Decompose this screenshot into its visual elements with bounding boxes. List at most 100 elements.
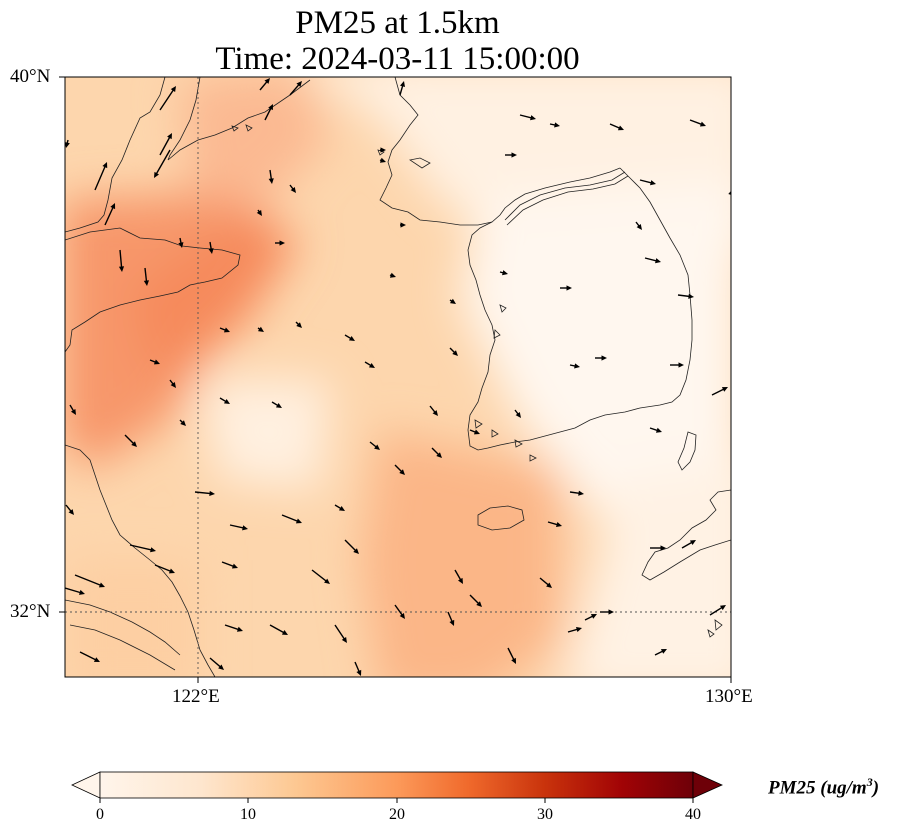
wind-vector-head-29 xyxy=(728,191,731,195)
wind-vector-64 xyxy=(344,539,358,553)
colorbar-tick-20: 20 xyxy=(389,806,405,823)
wind-vector-7 xyxy=(159,135,172,156)
wind-vector-head-6 xyxy=(110,203,116,210)
wind-vector-85 xyxy=(79,651,98,662)
wind-vector-head-83 xyxy=(281,630,288,635)
wind-vector-head-64 xyxy=(353,548,359,554)
wind-vector-head-9 xyxy=(268,178,274,184)
wind-vector-head-34 xyxy=(502,270,508,276)
wind-vector-79 xyxy=(709,605,724,616)
wind-vector-head-53 xyxy=(655,427,662,433)
wind-vector-head-79 xyxy=(719,605,726,611)
bohai-southern-coast xyxy=(65,227,241,353)
wind-vector-head-73 xyxy=(476,601,482,607)
wind-vector-head-7 xyxy=(167,133,172,140)
wind-vector-82 xyxy=(224,624,241,631)
wind-vector-11 xyxy=(119,249,123,270)
wind-vector-83 xyxy=(269,624,286,635)
wind-vector-head-40 xyxy=(153,359,160,365)
wind-vector-head-90 xyxy=(68,509,74,515)
wind-vector-head-68 xyxy=(324,578,330,584)
wind-vector-head-3 xyxy=(399,81,405,88)
coastlines xyxy=(65,77,731,677)
wind-vector-head-45 xyxy=(223,398,230,404)
wind-vector-head-85 xyxy=(93,657,100,662)
colorbar-tick-30: 30 xyxy=(537,806,553,823)
korea-west-islands xyxy=(474,304,723,638)
wind-vector-head-13 xyxy=(178,242,184,248)
wind-vector-head-62 xyxy=(242,525,248,531)
wind-vector-head-72 xyxy=(689,540,696,545)
wind-vector-head-91 xyxy=(65,142,70,148)
wind-vector-head-11 xyxy=(118,266,125,272)
wind-vectors xyxy=(65,78,731,676)
axis-ticks xyxy=(59,76,732,683)
colorbar-gradient xyxy=(99,771,694,799)
wind-vector-head-5 xyxy=(102,162,108,169)
wind-vector-head-54 xyxy=(374,444,380,450)
wind-vector-head-33 xyxy=(688,293,694,299)
map-title: PM25 at 1.5km xyxy=(295,5,500,41)
korea-dmz-border xyxy=(504,171,629,226)
wind-vector-12 xyxy=(144,267,148,284)
wind-vector-head-60 xyxy=(578,490,584,496)
wind-vector-head-77 xyxy=(590,614,597,619)
wind-vector-head-14 xyxy=(208,248,214,254)
wind-vector-8 xyxy=(154,149,171,176)
wind-vector-head-63 xyxy=(295,518,302,524)
wind-vector-head-43 xyxy=(70,408,76,415)
jeju-island xyxy=(477,505,525,531)
shandong-islands xyxy=(231,124,431,169)
wind-vector-head-89 xyxy=(660,649,667,654)
wind-vector-head-30 xyxy=(636,224,642,230)
wind-vector-head-59 xyxy=(338,505,345,511)
wind-vector-head-12 xyxy=(143,280,149,286)
wind-vector-head-32 xyxy=(566,285,572,291)
wind-vector-head-82 xyxy=(236,626,243,632)
wind-vector-head-61 xyxy=(555,521,562,527)
wind-vector-62 xyxy=(229,524,246,530)
wind-vector-head-81 xyxy=(78,589,85,595)
china-coast-east xyxy=(65,444,216,677)
wind-vector-head-10 xyxy=(290,187,296,193)
wind-vector-head-84 xyxy=(341,636,347,643)
wind-vector-head-58 xyxy=(209,490,215,497)
wind-vector-head-4 xyxy=(268,104,273,111)
wind-vector-head-35 xyxy=(223,327,230,333)
colorbar-label: PM25 (ug/m3) xyxy=(768,775,880,799)
wind-vector-65 xyxy=(129,544,154,552)
korea-peninsula-coast xyxy=(467,167,693,451)
colorbar-tick-10: 10 xyxy=(240,806,256,823)
wind-vector-84 xyxy=(334,624,346,641)
wind-vector-head-19 xyxy=(389,272,396,278)
wind-vector-head-1 xyxy=(264,78,270,84)
wind-vector-head-71 xyxy=(660,545,666,551)
wind-vector-head-36 xyxy=(257,326,264,332)
wind-vector-head-27 xyxy=(511,152,517,158)
wind-vector-head-31 xyxy=(655,258,661,264)
wind-vector-head-44 xyxy=(131,441,137,447)
wind-vector-0 xyxy=(159,88,175,111)
wind-vector-head-55 xyxy=(436,452,442,458)
lat-tick-label-32N: 32°N xyxy=(10,601,51,622)
wind-vector-head-88 xyxy=(511,657,516,664)
wind-vector-head-70 xyxy=(546,582,552,588)
wind-vector-head-0 xyxy=(170,86,176,93)
pm25-field xyxy=(65,77,731,677)
wind-vector-head-87 xyxy=(356,669,362,676)
wind-vector-58 xyxy=(194,491,213,495)
wind-vector-head-39 xyxy=(368,362,375,368)
colorbar xyxy=(71,771,723,803)
wind-vector-head-17 xyxy=(380,147,386,153)
wind-vector-68 xyxy=(311,569,329,583)
map-frame xyxy=(64,76,732,678)
lon-tick-label-130E: 130°E xyxy=(705,686,753,707)
lon-tick-label-122E: 122°E xyxy=(172,686,220,707)
wind-vector-2 xyxy=(289,82,301,96)
colorbar-tick-40: 40 xyxy=(685,806,701,823)
wind-vector-head-21 xyxy=(449,298,456,304)
wind-vector-head-20 xyxy=(400,222,406,228)
wind-vector-head-51 xyxy=(678,362,684,368)
wind-vector-head-16 xyxy=(279,240,285,246)
